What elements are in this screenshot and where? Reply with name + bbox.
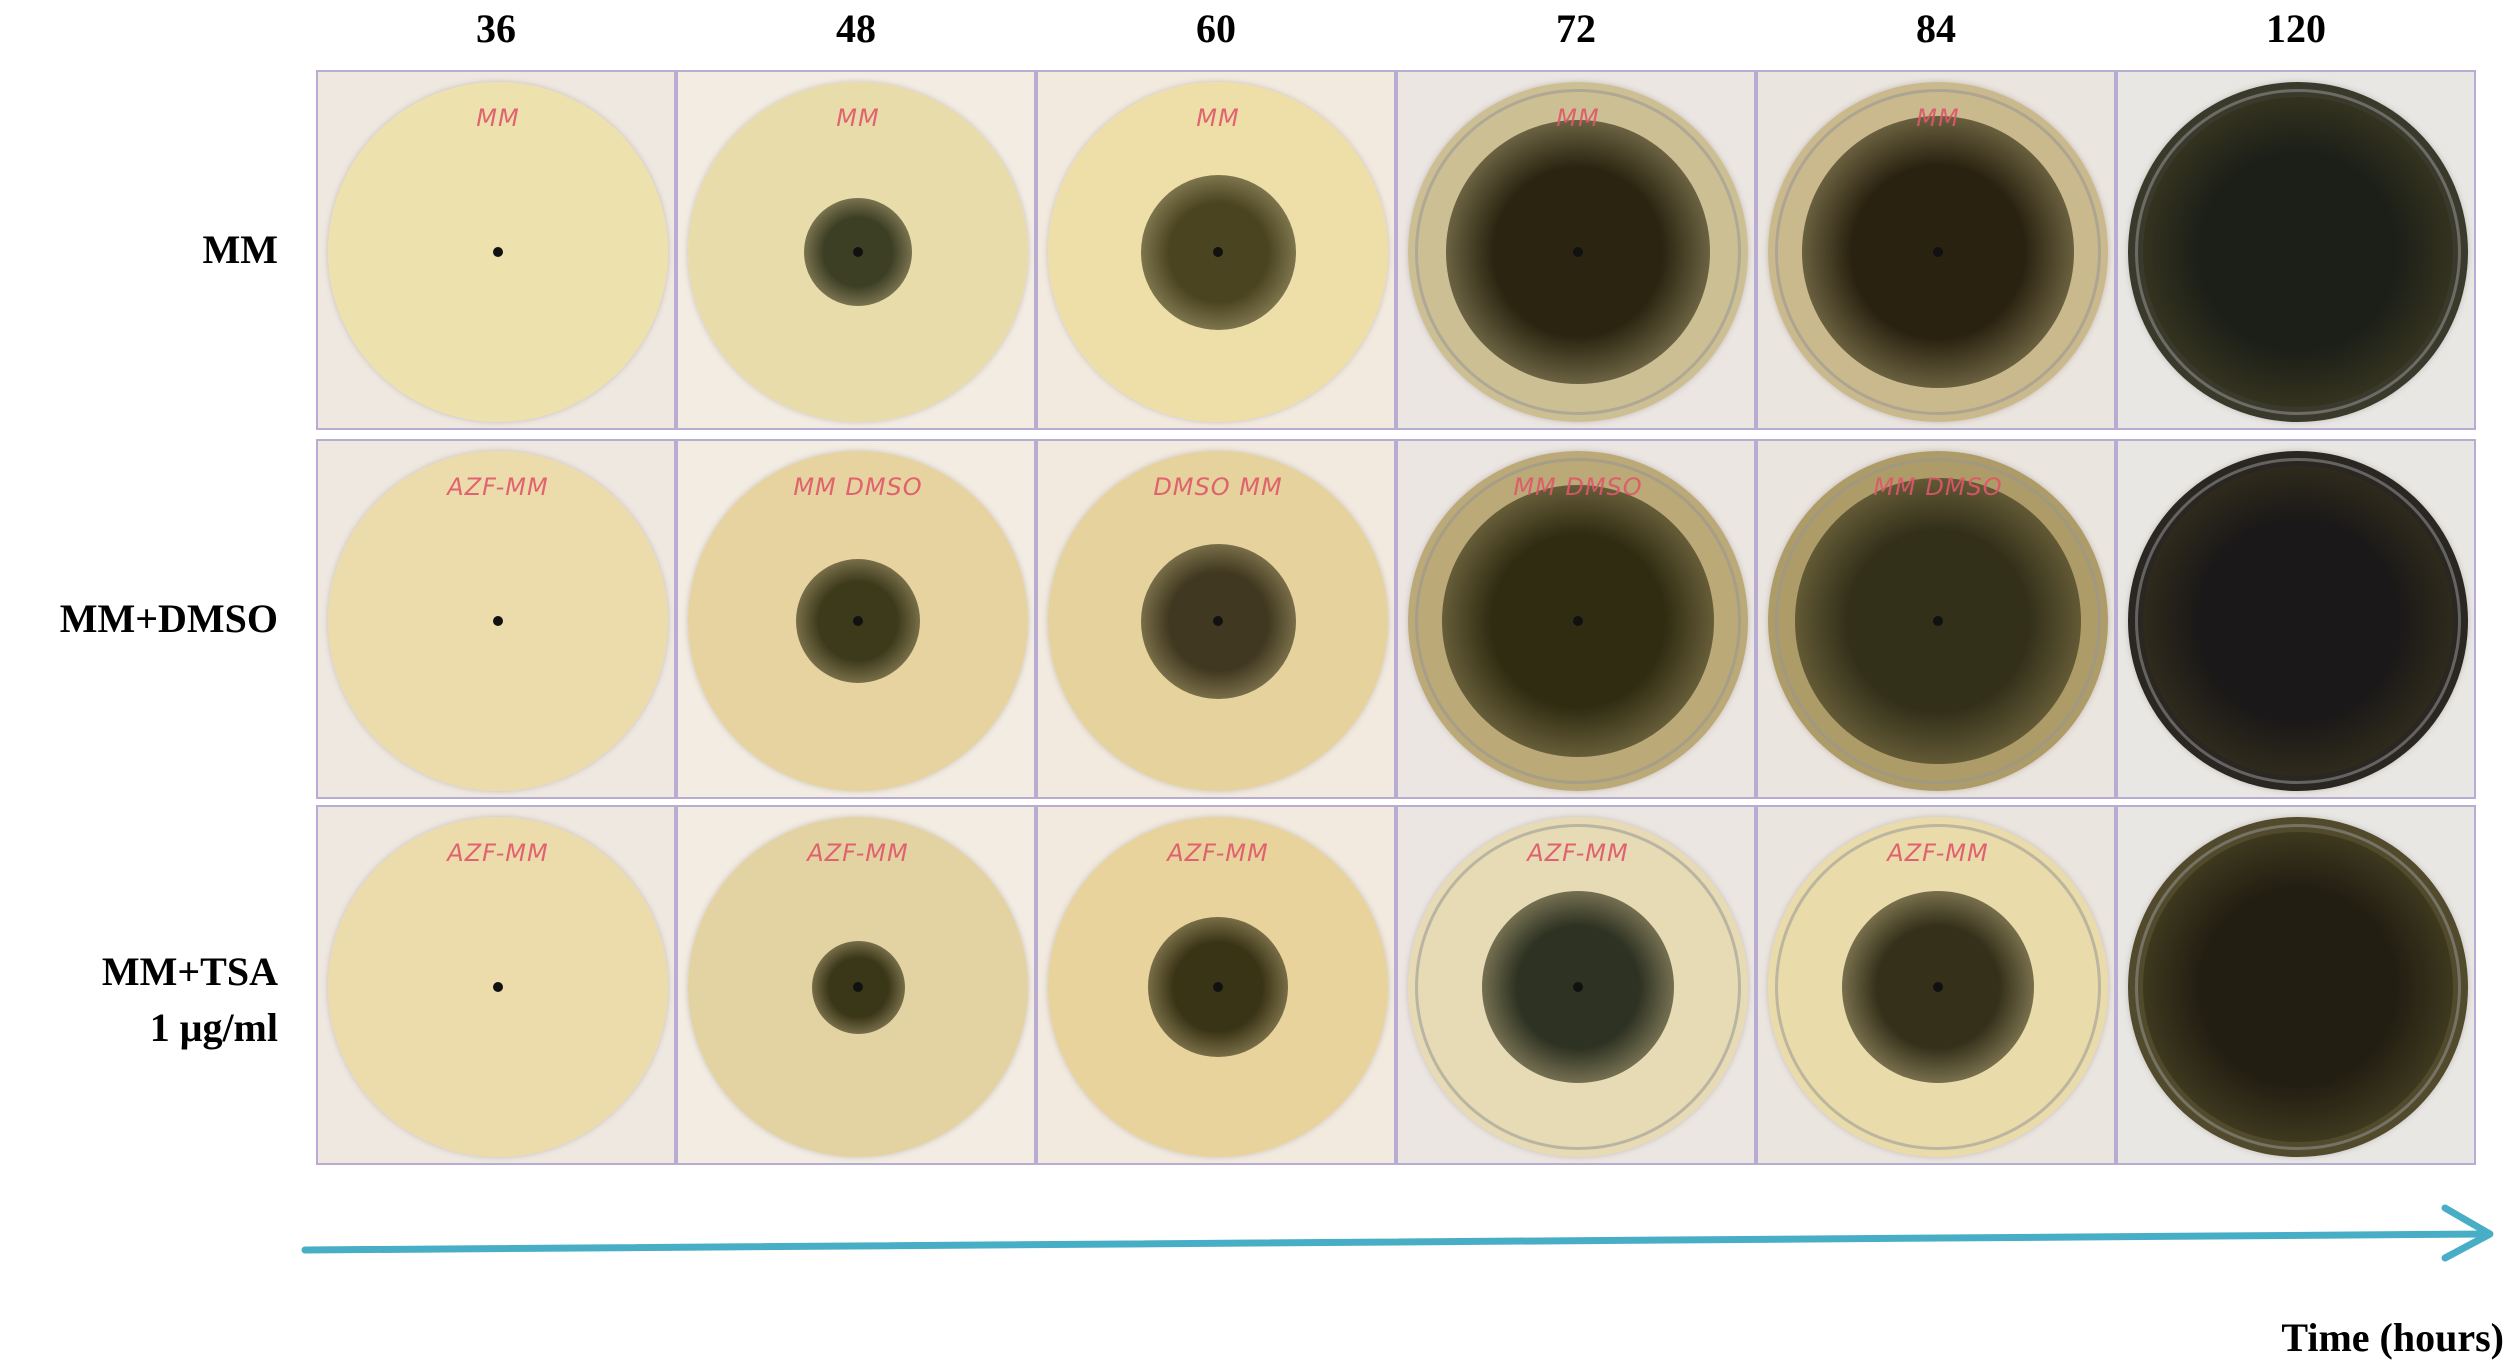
inoculation-point xyxy=(1213,982,1223,992)
dish-handwritten-label: MM DMSO xyxy=(793,473,923,501)
dish-photo xyxy=(2116,805,2476,1165)
fungal-colony xyxy=(2143,832,2453,1142)
dish-handwritten-label: AZF-MM xyxy=(807,839,909,867)
inoculation-point xyxy=(1573,247,1583,257)
inoculation-point xyxy=(1933,247,1943,257)
dish-handwritten-label: MM xyxy=(1916,104,1960,132)
dish-handwritten-label: MM DMSO xyxy=(1513,473,1643,501)
inoculation-point xyxy=(853,247,863,257)
inoculation-point xyxy=(1213,616,1223,626)
dish-photo: MM DMSO xyxy=(1756,439,2116,799)
dish-rim xyxy=(1415,89,1741,415)
dish-rim xyxy=(2135,824,2461,1150)
column-label-72h: 72 xyxy=(1556,5,1596,51)
dish-rim xyxy=(1775,824,2101,1150)
column-label-48h: 48 xyxy=(836,5,876,51)
dish-photo xyxy=(2116,70,2476,430)
dish-rim xyxy=(1775,458,2101,784)
inoculation-point xyxy=(1213,247,1223,257)
row-label-1: MM xyxy=(0,222,278,278)
column-label-36h: 36 xyxy=(476,5,516,51)
time-arrow-shaft xyxy=(301,1230,2492,1254)
inoculation-point xyxy=(1933,616,1943,626)
inoculation-point xyxy=(1573,616,1583,626)
inoculation-point xyxy=(853,982,863,992)
time-arrow-head xyxy=(2441,1204,2494,1262)
column-label-84h: 84 xyxy=(1916,5,1956,51)
dish-rim xyxy=(1775,89,2101,415)
dish-handwritten-label: AZF-MM xyxy=(1167,839,1269,867)
dish-photo: AZF-MM xyxy=(1036,805,1396,1165)
dish-handwritten-label: MM xyxy=(1196,104,1240,132)
dish-handwritten-label: AZF-MM xyxy=(1527,839,1629,867)
time-axis-label: Time (hours) xyxy=(2281,1315,2504,1360)
inoculation-point xyxy=(853,616,863,626)
dish-photo: AZF-MM xyxy=(316,805,676,1165)
row-label-3: MM+TSA 1 μg/ml xyxy=(0,944,278,1056)
dish-handwritten-label: DMSO MM xyxy=(1153,473,1283,501)
dish-photo: AZF-MM xyxy=(1756,805,2116,1165)
dish-photo: MM xyxy=(1396,70,1756,430)
inoculation-point xyxy=(493,982,503,992)
dish-rim xyxy=(1415,824,1741,1150)
dish-rim xyxy=(2135,89,2461,415)
inoculation-point xyxy=(1933,982,1943,992)
column-label-120h: 120 xyxy=(2266,5,2326,51)
dish-photo: MM xyxy=(1756,70,2116,430)
row-label-line: MM xyxy=(202,227,278,272)
inoculation-point xyxy=(1573,982,1583,992)
column-label-60h: 60 xyxy=(1196,5,1236,51)
dish-handwritten-label: AZF-MM xyxy=(447,473,549,501)
dish-photo: MM xyxy=(676,70,1036,430)
dish-rim xyxy=(1415,458,1741,784)
dish-photo xyxy=(2116,439,2476,799)
inoculation-point xyxy=(493,616,503,626)
row-label-line: MM+TSA xyxy=(101,949,278,994)
dish-photo: MM DMSO xyxy=(1396,439,1756,799)
dish-photo: AZF-MM xyxy=(1396,805,1756,1165)
inoculation-point xyxy=(493,247,503,257)
fungal-colony xyxy=(2143,97,2453,407)
dish-photo: MM xyxy=(316,70,676,430)
dish-handwritten-label: MM DMSO xyxy=(1873,473,2003,501)
dish-photo: MM DMSO xyxy=(676,439,1036,799)
dish-handwritten-label: MM xyxy=(1556,104,1600,132)
fungal-colony xyxy=(2143,466,2453,776)
dish-photo: DMSO MM xyxy=(1036,439,1396,799)
dish-photo: AZF-MM xyxy=(316,439,676,799)
dish-handwritten-label: AZF-MM xyxy=(1887,839,1989,867)
row-label-2: MM+DMSO xyxy=(0,591,278,647)
row-label-line: 1 μg/ml xyxy=(149,1005,278,1050)
dish-rim xyxy=(2135,458,2461,784)
row-label-line: MM+DMSO xyxy=(59,596,278,641)
dish-handwritten-label: MM xyxy=(836,104,880,132)
dish-photo: AZF-MM xyxy=(676,805,1036,1165)
dish-handwritten-label: AZF-MM xyxy=(447,839,549,867)
dish-photo: MM xyxy=(1036,70,1396,430)
dish-handwritten-label: MM xyxy=(476,104,520,132)
